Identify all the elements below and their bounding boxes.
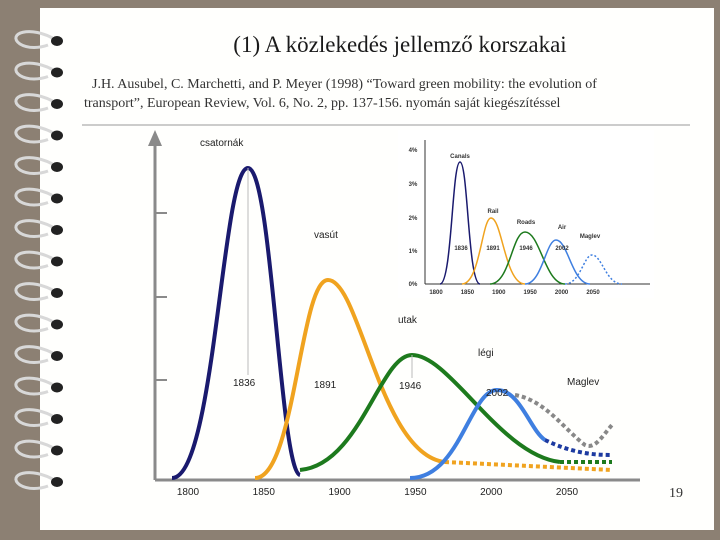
- ring-hole: [51, 99, 63, 109]
- inset-peak-year: 1836: [454, 246, 468, 252]
- inset-curve: [489, 231, 566, 285]
- inset-x-label: 2050: [586, 290, 600, 296]
- inset-peak-year: 1891: [486, 246, 500, 252]
- inset-mode-label: Maglev: [580, 234, 601, 240]
- inset-mode-label: Air: [558, 225, 567, 231]
- ring-hole: [51, 351, 63, 361]
- inset-x-label: 2000: [555, 290, 569, 296]
- inset-y-label: 3%: [409, 182, 418, 188]
- axes: [153, 140, 640, 482]
- inset-curve: [439, 161, 481, 285]
- ring-hole: [51, 414, 63, 424]
- title: (1) A közlekedés jellemző korszakai: [233, 32, 566, 57]
- inset-y-label: 2%: [409, 216, 418, 222]
- peak-year: 2002: [486, 388, 509, 399]
- x-label: 1850: [253, 487, 276, 498]
- rail-curve: [254, 277, 446, 480]
- curve-label: légi: [478, 348, 494, 359]
- inset-x-label: 1800: [429, 290, 443, 296]
- air-tail: [544, 438, 613, 457]
- maglev-curve: [514, 393, 614, 448]
- citation-line: J.H. Ausubel, C. Marchetti, and P. Meyer…: [92, 77, 597, 92]
- ring: [14, 124, 57, 144]
- inset-curve: [461, 217, 526, 285]
- ring-hole: [51, 477, 63, 487]
- x-label: 1900: [328, 487, 351, 498]
- ring-hole: [51, 67, 63, 78]
- ring-hole: [51, 319, 63, 330]
- ring: [14, 313, 57, 333]
- x-label: 2050: [556, 487, 579, 498]
- ring: [14, 156, 57, 175]
- inset-x-label: 1950: [524, 290, 538, 296]
- curve-label: vasút: [314, 230, 338, 241]
- inset-mode-label: Canals: [450, 154, 470, 160]
- page-number: 19: [669, 486, 683, 501]
- inset-y-label: 4%: [409, 148, 418, 154]
- ring-hole: [51, 288, 63, 298]
- inset-x-labels: 1800 1850 1900 1950 2000 2050: [429, 290, 600, 296]
- ring: [14, 471, 57, 490]
- ring-hole: [51, 225, 63, 235]
- inset-curve: [564, 254, 623, 285]
- ring-hole: [51, 382, 63, 393]
- inset-peak-year: 2002: [555, 246, 569, 252]
- inset-peak-year: 1946: [519, 246, 533, 252]
- inset-background: [398, 130, 654, 298]
- inset-mode-label: Roads: [517, 220, 536, 226]
- x-labels: 1800 1850 1900 1950 2000 2050: [177, 487, 579, 498]
- peak-year: 1891: [314, 380, 337, 391]
- x-label: 1950: [404, 487, 427, 498]
- ring: [14, 376, 57, 396]
- ring: [14, 408, 57, 427]
- maglev-label: Maglev: [567, 377, 599, 388]
- inset-x-label: 1850: [461, 290, 475, 296]
- ring: [14, 61, 57, 81]
- binding: [14, 30, 63, 490]
- ring: [14, 250, 57, 270]
- ring-hole: [51, 193, 63, 204]
- inset-y-label: 0%: [409, 282, 418, 288]
- ring: [14, 439, 57, 459]
- inset-y-label: 1%: [409, 249, 418, 255]
- x-label: 2000: [480, 487, 503, 498]
- ring: [14, 30, 57, 49]
- ring-hole: [51, 36, 63, 46]
- ring: [14, 187, 57, 207]
- inset-mode-label: Rail: [487, 209, 498, 215]
- axis-arrow: [148, 130, 162, 146]
- air-curve: [409, 387, 547, 480]
- ring: [14, 93, 57, 112]
- citation-line: transport”, European Review, Vol. 6, No.…: [84, 96, 561, 111]
- ring-hole: [51, 256, 63, 267]
- peak-year: 1836: [233, 378, 256, 389]
- curve-label: utak: [398, 315, 418, 326]
- ring: [14, 282, 57, 301]
- peak-year: 1946: [399, 381, 422, 392]
- x-label: 1800: [177, 487, 200, 498]
- inset-curve: [524, 239, 591, 285]
- curve-label: csatornák: [200, 138, 244, 149]
- ring-hole: [51, 162, 63, 172]
- ring-hole: [51, 130, 63, 141]
- ring: [14, 345, 57, 364]
- ring-hole: [51, 445, 63, 456]
- inset-x-label: 1900: [492, 290, 506, 296]
- ring: [14, 219, 57, 238]
